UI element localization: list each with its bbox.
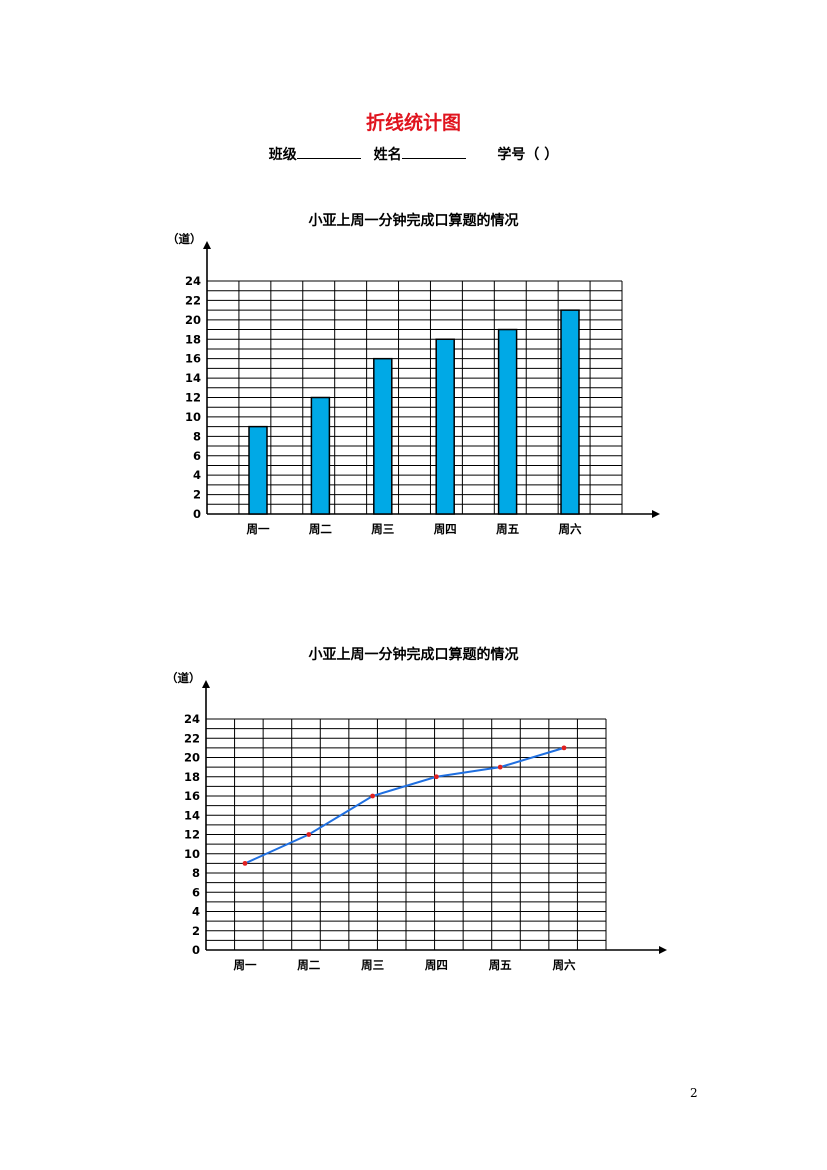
student-id-label: 学号（ ） xyxy=(497,147,559,163)
y-tick-label: 18 xyxy=(184,770,200,784)
y-tick-label: 12 xyxy=(184,828,200,842)
y-tick-label: 14 xyxy=(184,808,200,822)
y-tick-label: 22 xyxy=(184,731,200,745)
student-info-line: 班级 姓名 学号（ ） xyxy=(0,144,827,164)
x-tick-label: 周五 xyxy=(489,958,512,972)
name-label: 姓名 xyxy=(373,147,402,163)
series-line xyxy=(244,746,565,865)
y-tick-label: 8 xyxy=(193,429,201,443)
data-point xyxy=(242,860,248,866)
bar xyxy=(310,396,331,515)
y-tick-label: 24 xyxy=(184,712,200,726)
bar-chart-title: 小亚上周一分钟完成口算题的情况 xyxy=(308,213,519,229)
y-tick-label: 10 xyxy=(184,847,200,861)
y-tick-label: 4 xyxy=(193,468,201,482)
y-axis-unit-label: （道） xyxy=(166,671,201,685)
y-axis-arrow xyxy=(202,680,210,688)
y-axis-arrow xyxy=(203,241,211,249)
name-blank[interactable] xyxy=(401,144,466,159)
y-tick-label: 8 xyxy=(192,866,200,880)
y-axis-unit-label: （道） xyxy=(167,232,202,246)
x-tick-label: 周五 xyxy=(496,522,519,536)
y-tick-label: 16 xyxy=(185,352,201,366)
class-label: 班级 xyxy=(268,147,297,163)
bar xyxy=(248,425,268,515)
y-tick-label: 22 xyxy=(185,293,201,307)
class-blank[interactable] xyxy=(296,144,361,159)
y-tick-label: 16 xyxy=(184,789,200,803)
data-point xyxy=(434,774,439,780)
y-tick-label: 2 xyxy=(192,924,200,938)
x-tick-label: 周二 xyxy=(309,522,332,536)
y-tick-label: 4 xyxy=(192,905,200,919)
data-point xyxy=(561,745,567,751)
line-chart-title: 小亚上周一分钟完成口算题的情况 xyxy=(308,647,519,663)
y-tick-label: 2 xyxy=(193,488,201,502)
x-tick-label: 周四 xyxy=(425,958,448,972)
y-tick-label: 14 xyxy=(185,371,201,385)
y-tick-label: 10 xyxy=(185,410,201,424)
x-tick-label: 周二 xyxy=(297,958,320,972)
y-tick-label: 0 xyxy=(193,507,201,521)
bar xyxy=(435,338,455,515)
x-tick-label: 周六 xyxy=(559,522,582,536)
grid xyxy=(205,718,607,951)
page-number: 2 xyxy=(690,1086,698,1100)
x-tick-label: 周四 xyxy=(434,522,457,536)
x-tick-label: 周一 xyxy=(234,958,257,972)
bar xyxy=(560,309,580,515)
y-tick-label: 0 xyxy=(192,943,200,957)
y-tick-label: 20 xyxy=(184,751,200,765)
data-point xyxy=(370,793,375,799)
x-tick-label: 周六 xyxy=(553,958,576,972)
y-tick-label: 24 xyxy=(185,274,201,288)
x-axis-arrow xyxy=(659,946,667,954)
x-tick-label: 周三 xyxy=(371,522,394,536)
data-point xyxy=(306,832,312,837)
y-tick-label: 6 xyxy=(193,449,201,463)
y-tick-label: 20 xyxy=(185,313,201,327)
x-axis-arrow xyxy=(652,510,660,518)
grid xyxy=(206,280,623,515)
y-tick-label: 18 xyxy=(185,332,201,346)
y-tick-label: 12 xyxy=(185,391,201,405)
bar xyxy=(373,357,393,515)
page-title: 折线统计图 xyxy=(365,112,461,134)
y-tick-label: 6 xyxy=(192,885,200,899)
bar xyxy=(497,328,518,515)
x-tick-label: 周一 xyxy=(247,522,270,536)
x-tick-label: 周三 xyxy=(361,958,384,972)
data-point xyxy=(497,764,503,770)
